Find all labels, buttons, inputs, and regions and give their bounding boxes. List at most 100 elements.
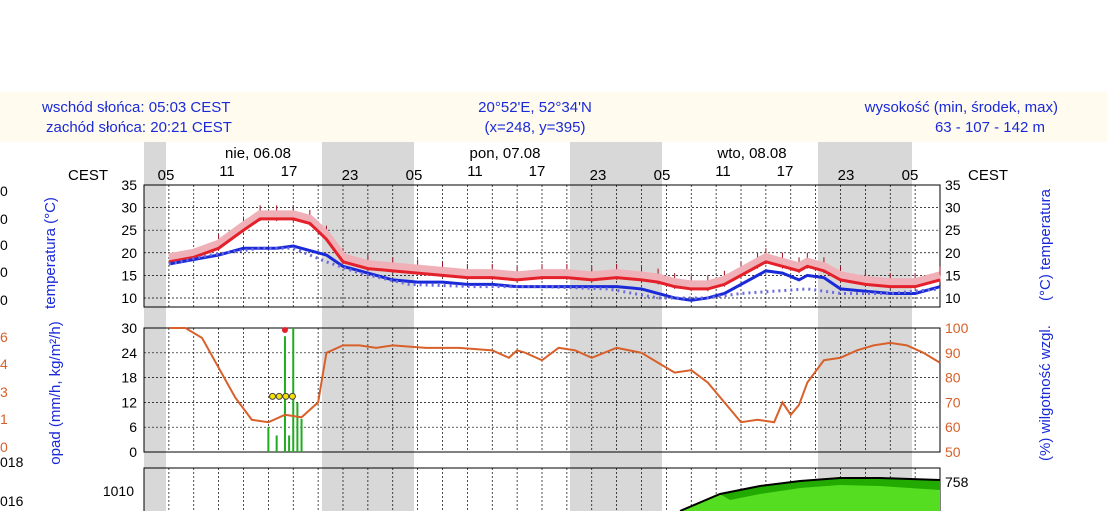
edge-label: 3	[0, 384, 8, 400]
humidity-tick-label: 60	[945, 419, 961, 435]
pressure-tick: 1010	[103, 483, 134, 499]
edge-label: 0	[0, 264, 8, 280]
hour-tick: 11	[467, 163, 483, 180]
hour-ticks-top: 05 23 05 23 05 23 05	[158, 167, 919, 184]
precipitation-bar	[267, 427, 270, 452]
y-tick-label: 6	[129, 419, 137, 435]
humidity-tick-label: 50	[945, 444, 961, 460]
y-tick-label: 35	[945, 177, 961, 193]
temperature-axis-label: temperatura (°C)	[42, 197, 59, 309]
y-tick-label: 24	[121, 345, 137, 361]
y-tick-label: 15	[121, 267, 137, 283]
hour-tick: 05	[406, 167, 423, 184]
temperature-line	[168, 217, 941, 291]
pressure-area-dark	[720, 478, 940, 500]
precipitation-bar	[300, 418, 303, 452]
y-tick-label: 0	[129, 444, 137, 460]
hour-tick: 05	[902, 167, 919, 184]
precip-probability-marker	[269, 392, 277, 400]
coordinates-text: 20°52'E, 52°34'N	[478, 99, 592, 116]
hour-tick: 11	[219, 163, 235, 180]
hour-tick: 11	[715, 163, 731, 180]
y-tick-label: 15	[945, 267, 961, 283]
precip-probability-marker	[275, 392, 283, 400]
pressure-tick-right: 758	[945, 474, 969, 490]
temperature-band	[168, 210, 942, 289]
edge-label: 0	[0, 292, 8, 308]
precipitation-panel: 0 50 6 60 12 70 18 80 24 90 30 100 opad (mm/h, kg/m…	[47, 320, 1054, 465]
pressure-area	[680, 478, 940, 511]
sunrise-text: wschód słońca: 05:03 CEST	[41, 99, 230, 116]
night-band	[818, 142, 912, 511]
precipitation-bar	[275, 435, 278, 452]
humidity-axis-label: (%) wilgotność wzgl.	[1037, 325, 1054, 461]
hour-tick: 23	[342, 167, 359, 184]
date-label: nie, 06.08	[225, 145, 291, 162]
precip-probability-marker	[288, 392, 296, 400]
precipitation-bar	[292, 328, 295, 452]
left-edge-labels: 0 0 0 0 0 6 4 3 1 0 018 016	[0, 183, 24, 509]
y-tick-label: 10	[121, 290, 137, 306]
night-band	[570, 142, 662, 511]
y-tick-label: 35	[121, 177, 137, 193]
y-tick-label: 25	[945, 222, 961, 238]
y-tick-label: 10	[945, 290, 961, 306]
edge-label: 0	[0, 183, 8, 199]
precipitation-axis-label: opad (mm/h, kg/m²/h)	[47, 321, 64, 464]
pressure-panel: 1010 758	[103, 467, 969, 511]
header-band	[0, 92, 1107, 142]
dewpoint-line	[168, 244, 941, 302]
hour-tick: 17	[529, 163, 546, 180]
humidity-line	[168, 327, 941, 424]
sunset-text: zachód słońca: 20:21 CEST	[46, 119, 232, 136]
elevation-values: 63 - 107 - 142 m	[935, 119, 1045, 136]
humidity-tick-label: 80	[945, 370, 961, 386]
precipitation-bars	[267, 328, 303, 452]
precipitation-markers	[269, 327, 296, 400]
timezone-left: CEST	[68, 167, 108, 184]
edge-label: 6	[0, 329, 8, 345]
humidity-tick-label: 90	[945, 345, 961, 361]
y-tick-label: 30	[945, 200, 961, 216]
edge-label: 0	[0, 237, 8, 253]
y-tick-label: 20	[945, 245, 961, 261]
grid-point-text: (x=248, y=395)	[485, 119, 586, 136]
precipitation-bar	[288, 435, 291, 452]
edge-label: 016	[0, 493, 24, 509]
y-tick-label: 12	[121, 394, 137, 410]
wind-chill-line	[168, 246, 941, 300]
temperature-lines	[168, 210, 942, 302]
hour-tick: 05	[158, 167, 175, 184]
edge-label: 0	[0, 439, 8, 455]
hour-tick: 05	[654, 167, 671, 184]
y-tick-label: 30	[121, 320, 137, 336]
edge-label: 1	[0, 411, 8, 427]
night-band	[144, 142, 166, 511]
date-label: pon, 07.08	[470, 145, 541, 162]
hour-tick: 17	[281, 163, 298, 180]
max-precip-marker	[281, 327, 288, 333]
temperature-panel: 10 10 15 15 20 20 25 25 30 30 35 35 temperatura (°C…	[42, 177, 1054, 309]
night-bands	[144, 142, 912, 511]
edge-label: 4	[0, 356, 8, 372]
edge-label: 018	[0, 454, 24, 470]
precipitation-y-ticks: 0 50 6 60 12 70 18 80 24 90 30 100	[121, 320, 968, 460]
hour-tick: 17	[777, 163, 794, 180]
edge-label: 0	[0, 211, 8, 227]
temperature-axis-label-right: (°C) temperatura	[1037, 188, 1054, 301]
y-tick-label: 30	[121, 200, 137, 216]
pressure-line	[679, 477, 941, 511]
precip-probability-marker	[282, 392, 290, 400]
temperature-y-ticks: 10 10 15 15 20 20 25 25 30 30 35 35	[121, 177, 960, 306]
hour-tick: 23	[838, 167, 855, 184]
y-tick-label: 20	[121, 245, 137, 261]
timezone-right: CEST	[968, 167, 1008, 184]
humidity-tick-label: 100	[945, 320, 969, 336]
y-tick-label: 25	[121, 222, 137, 238]
humidity-line	[168, 327, 941, 424]
humidity-tick-label: 70	[945, 394, 961, 410]
hour-tick: 23	[590, 167, 607, 184]
y-tick-label: 18	[121, 370, 137, 386]
hour-ticks-mid: 11 17 11 17 11 17	[219, 163, 793, 180]
